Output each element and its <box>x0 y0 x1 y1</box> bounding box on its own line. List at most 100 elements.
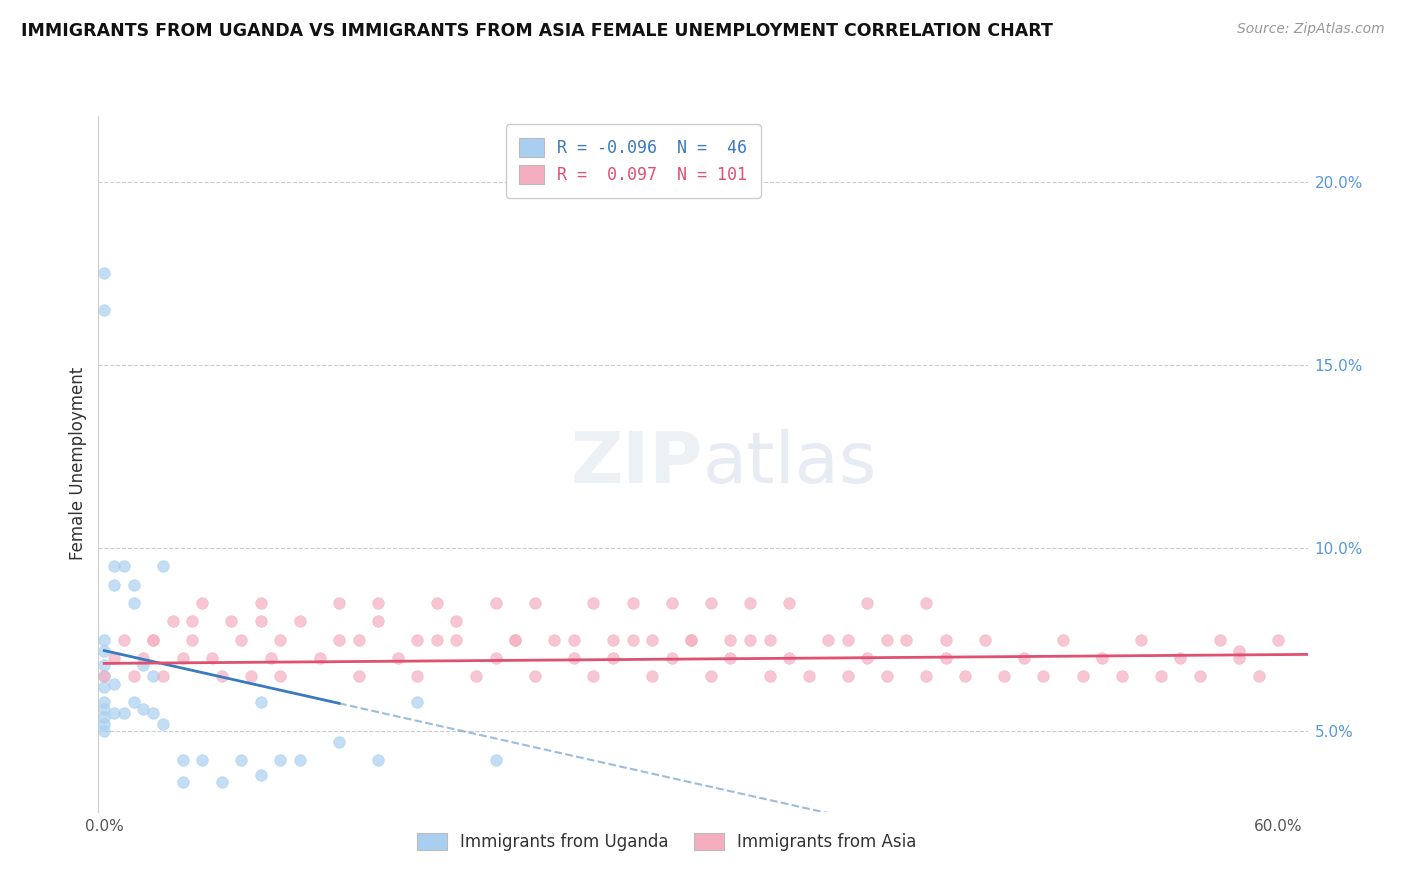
Point <box>250 615 273 629</box>
Point <box>112 559 135 574</box>
Point <box>778 596 800 610</box>
Point <box>406 632 429 647</box>
Point <box>328 596 350 610</box>
Point <box>582 596 605 610</box>
Point <box>93 724 115 739</box>
Point <box>562 651 585 665</box>
Point <box>103 706 125 720</box>
Point <box>288 615 311 629</box>
Point <box>93 695 115 709</box>
Point <box>837 669 859 683</box>
Point <box>582 669 605 683</box>
Point <box>269 632 291 647</box>
Point <box>700 596 723 610</box>
Point <box>122 695 145 709</box>
Point <box>152 669 174 683</box>
Point <box>103 559 125 574</box>
Point <box>602 651 624 665</box>
Point <box>484 651 506 665</box>
Point <box>191 754 214 768</box>
Point <box>93 643 115 657</box>
Point <box>681 632 703 647</box>
Point <box>1032 669 1054 683</box>
Point <box>93 632 115 647</box>
Point <box>1130 632 1153 647</box>
Point <box>503 632 526 647</box>
Point <box>1247 669 1270 683</box>
Point <box>1091 651 1114 665</box>
Point <box>973 632 995 647</box>
Point <box>172 651 194 665</box>
Point <box>103 577 125 591</box>
Point <box>347 669 370 683</box>
Point <box>132 651 155 665</box>
Point <box>1267 632 1289 647</box>
Point <box>152 716 174 731</box>
Point <box>446 615 468 629</box>
Point <box>1052 632 1074 647</box>
Point <box>718 651 741 665</box>
Point <box>93 680 115 694</box>
Point <box>876 632 898 647</box>
Point <box>602 632 624 647</box>
Point <box>93 658 115 673</box>
Point <box>288 754 311 768</box>
Point <box>191 596 214 610</box>
Point <box>172 775 194 789</box>
Point <box>122 669 145 683</box>
Point <box>328 632 350 647</box>
Point <box>661 651 683 665</box>
Point <box>484 596 506 610</box>
Point <box>856 596 879 610</box>
Point <box>142 632 165 647</box>
Point <box>856 651 879 665</box>
Point <box>406 669 429 683</box>
Point <box>503 632 526 647</box>
Point <box>221 615 243 629</box>
Point <box>484 754 506 768</box>
Point <box>132 702 155 716</box>
Point <box>250 768 273 782</box>
Point <box>93 716 115 731</box>
Point <box>103 676 125 690</box>
Point <box>347 632 370 647</box>
Point <box>426 632 449 647</box>
Point <box>1208 632 1230 647</box>
Point <box>250 596 273 610</box>
Point <box>211 775 233 789</box>
Point <box>935 632 957 647</box>
Point <box>93 303 115 318</box>
Point <box>1071 669 1094 683</box>
Point <box>896 632 918 647</box>
Point <box>367 754 389 768</box>
Point <box>621 596 644 610</box>
Point <box>681 632 703 647</box>
Text: IMMIGRANTS FROM UGANDA VS IMMIGRANTS FROM ASIA FEMALE UNEMPLOYMENT CORRELATION C: IMMIGRANTS FROM UGANDA VS IMMIGRANTS FRO… <box>21 22 1053 40</box>
Point <box>738 596 761 610</box>
Point <box>328 735 350 749</box>
Point <box>406 695 429 709</box>
Point <box>1227 643 1250 657</box>
Text: atlas: atlas <box>703 429 877 499</box>
Point <box>308 651 330 665</box>
Point <box>112 706 135 720</box>
Point <box>543 632 565 647</box>
Point <box>817 632 839 647</box>
Point <box>641 669 664 683</box>
Point <box>152 559 174 574</box>
Point <box>201 651 224 665</box>
Point <box>387 651 409 665</box>
Point <box>93 669 115 683</box>
Point <box>465 669 488 683</box>
Point <box>915 596 938 610</box>
Point <box>876 669 898 683</box>
Point <box>1150 669 1173 683</box>
Point <box>142 632 165 647</box>
Point <box>935 651 957 665</box>
Point <box>122 596 145 610</box>
Point <box>181 615 204 629</box>
Point <box>1170 651 1192 665</box>
Point <box>661 596 683 610</box>
Point <box>93 267 115 281</box>
Point <box>993 669 1015 683</box>
